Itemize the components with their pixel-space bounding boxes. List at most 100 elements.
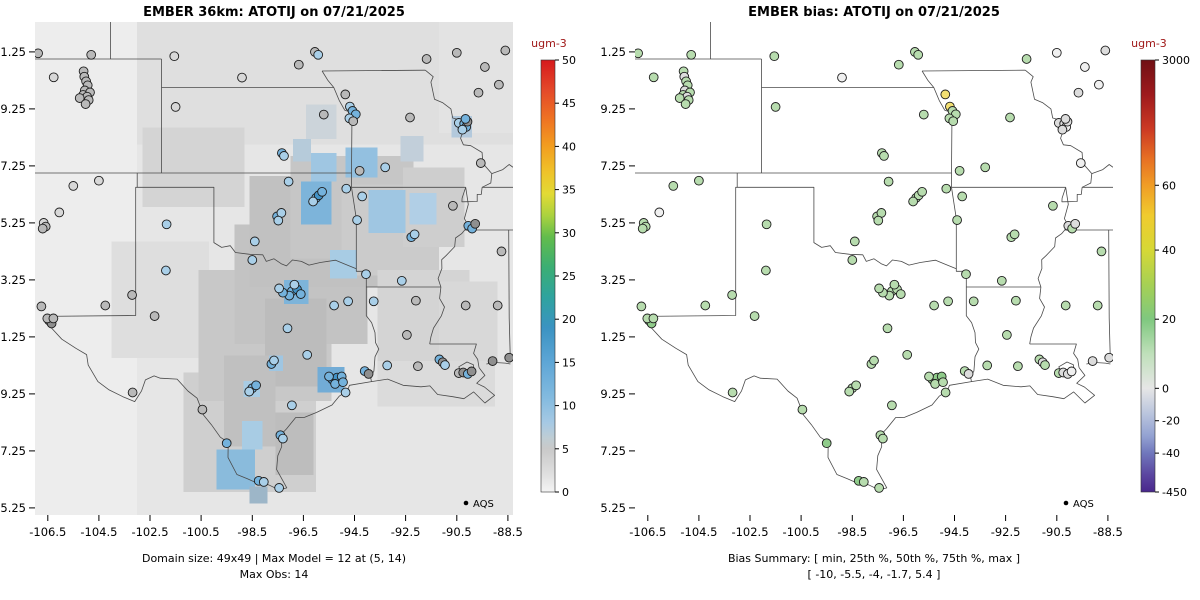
station-marker: [1051, 47, 1062, 58]
caption-line1: Domain size: 49x49 | Max Model = 12 at (…: [142, 552, 406, 565]
station-marker: [893, 59, 904, 70]
station-marker: [494, 79, 504, 90]
station-marker: [727, 290, 737, 300]
station-marker: [849, 236, 860, 247]
station-marker: [648, 72, 659, 83]
state-boundary: [44, 186, 380, 491]
legend-label: AQS: [1073, 499, 1094, 510]
station-marker: [844, 386, 855, 397]
colorbar-gradient: [1140, 59, 1156, 493]
raster-patch: [311, 153, 337, 182]
colorbar-tick-label: 0: [1162, 382, 1169, 395]
station-marker: [941, 183, 952, 194]
x-axis-tick-label: -94.5: [940, 525, 970, 539]
station-marker: [821, 438, 832, 449]
raster-patch: [400, 136, 424, 162]
raster-patch: [438, 22, 513, 134]
station-marker: [847, 255, 858, 265]
station-marker: [769, 51, 780, 62]
station-marker: [283, 176, 294, 187]
x-axis-tick-label: -92.5: [991, 525, 1021, 539]
station-marker: [635, 48, 643, 59]
station-marker: [68, 181, 79, 191]
station-marker: [440, 360, 450, 370]
station-marker: [466, 366, 477, 377]
state-boundary: [1061, 187, 1083, 203]
state-boundary: [971, 367, 1095, 404]
colorbar-tick-label: 35: [562, 184, 576, 197]
station-marker: [694, 175, 704, 186]
station-marker: [882, 323, 893, 334]
station-marker: [282, 323, 293, 334]
colorbar-tick-label: 40: [562, 140, 576, 153]
station-marker: [448, 200, 458, 211]
station-marker: [1013, 361, 1023, 372]
station-marker: [654, 207, 665, 218]
raster-patch: [330, 250, 357, 279]
y-axis-tick-label: 33.25: [600, 273, 626, 287]
raster-patch: [275, 412, 314, 476]
station-marker: [980, 162, 991, 173]
colorbar-title: ugm-3: [531, 37, 567, 50]
station-marker: [380, 162, 391, 173]
station-marker: [957, 191, 968, 202]
station-marker: [421, 54, 432, 64]
station-marker: [318, 109, 329, 120]
raster-patch: [306, 104, 337, 139]
station-marker: [402, 330, 412, 340]
station-marker: [411, 295, 421, 306]
x-axis-tick-label: -96.5: [889, 525, 919, 539]
x-axis-tick-label: -102.5: [131, 525, 168, 539]
station-marker: [313, 49, 324, 60]
station-marker: [902, 349, 913, 360]
raster-patch: [249, 486, 268, 504]
colorbar-tick-label: 15: [562, 356, 576, 369]
state-boundary: [371, 367, 495, 404]
station-marker: [287, 400, 297, 411]
station-marker: [1040, 360, 1050, 370]
station-marker: [913, 49, 924, 60]
station-marker: [504, 352, 513, 363]
station-marker: [500, 45, 511, 56]
station-marker: [1002, 330, 1012, 340]
station-marker: [470, 218, 481, 229]
y-axis-tick-label: 37.25: [600, 159, 626, 173]
state-boundary: [508, 229, 511, 363]
plot-layers: -106.5 -104.5 -102.5 -100.5 -98.5 -96.5 -94.5 -…: [0, 22, 576, 539]
station-marker: [996, 275, 1007, 286]
station-marker: [1021, 54, 1032, 64]
station-marker: [636, 301, 647, 312]
station-marker: [100, 300, 111, 311]
station-marker: [887, 400, 897, 411]
station-marker: [258, 477, 269, 487]
state-boundary: [429, 343, 480, 368]
station-marker: [127, 387, 138, 398]
station-marker: [1070, 218, 1081, 229]
station-marker: [492, 300, 503, 311]
y-axis-tick-label: 35.25: [0, 216, 26, 230]
station-marker: [1080, 62, 1090, 72]
station-marker: [127, 290, 137, 300]
state-boundary: [1108, 229, 1111, 363]
colorbar-tick-label: 5: [562, 443, 569, 456]
station-marker: [363, 369, 374, 379]
station-marker: [961, 269, 971, 280]
x-axis-tick-label: -88.5: [493, 525, 523, 539]
station-marker: [749, 311, 760, 321]
station-marker: [409, 229, 420, 240]
station-marker: [382, 360, 393, 371]
station-marker: [74, 93, 85, 103]
x-axis-tick-label: -106.5: [29, 525, 66, 539]
station-marker: [1094, 79, 1104, 90]
axes-layer: -106.5 -104.5 -102.5 -100.5 -98.5 -96.5 -94.5 -…: [600, 45, 1123, 539]
station-marker: [874, 483, 884, 493]
raster-patch: [111, 241, 209, 359]
colorbar-tick-label: 50: [562, 54, 576, 67]
station-marker: [457, 124, 468, 135]
raster-patch: [438, 281, 498, 362]
station-marker: [149, 311, 160, 321]
station-marker: [940, 89, 951, 100]
y-axis-tick-label: 31.25: [0, 330, 26, 344]
station-marker: [929, 300, 939, 311]
y-axis-tick-label: 29.25: [0, 387, 26, 401]
